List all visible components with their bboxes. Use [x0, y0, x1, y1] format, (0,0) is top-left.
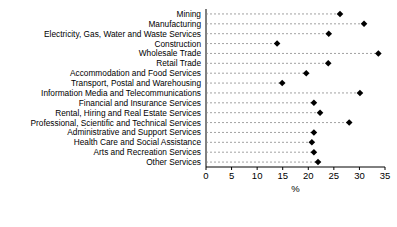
leader-line: [206, 92, 360, 93]
leader-line: [206, 63, 328, 64]
x-tick-label: 10: [252, 170, 263, 181]
x-tick-label: 0: [203, 170, 208, 181]
category-label: Health Care and Social Assistance: [74, 137, 202, 147]
leader-line: [206, 142, 312, 143]
category-label: Rental, Hiring and Real Estate Services: [55, 108, 201, 118]
category-label: Transport, Postal and Warehousing: [71, 78, 201, 88]
category-label: Arts and Recreation Services: [94, 147, 201, 157]
leader-line: [206, 152, 314, 153]
leader-line: [206, 132, 314, 133]
marker: [325, 60, 332, 67]
x-tick-label: 35: [380, 170, 391, 181]
x-tick-label: 25: [329, 170, 340, 181]
category-label: Construction: [154, 39, 201, 49]
x-axis: [206, 167, 385, 168]
category-label: Administrative and Support Services: [67, 127, 201, 137]
marker: [303, 70, 310, 77]
leader-line: [206, 73, 306, 74]
marker: [375, 50, 382, 57]
category-label: Manufacturing: [148, 19, 201, 29]
marks: [206, 11, 382, 166]
leader-line: [206, 122, 349, 123]
marker: [309, 139, 316, 146]
marker: [325, 30, 332, 37]
marker: [346, 119, 353, 126]
marker: [317, 109, 324, 116]
marker: [274, 40, 281, 47]
category-label: Information Media and Telecommunications: [41, 88, 201, 98]
leader-line: [206, 102, 314, 103]
leader-line: [206, 112, 320, 113]
chart: MiningManufacturingElectricity, Gas, Wat…: [0, 0, 397, 227]
category-label: Mining: [177, 9, 202, 19]
category-label: Other Services: [146, 157, 201, 167]
marker: [279, 80, 286, 87]
category-label: Wholesale Trade: [139, 48, 202, 58]
chart-svg: MiningManufacturingElectricity, Gas, Wat…: [0, 0, 397, 227]
x-tick-label: 20: [303, 170, 314, 181]
x-axis-label: %: [291, 183, 300, 194]
leader-line: [206, 53, 378, 54]
marker: [315, 159, 322, 166]
marker: [337, 11, 344, 18]
category-label: Financial and Insurance Services: [79, 98, 201, 108]
leader-line: [206, 83, 282, 84]
category-label: Electricity, Gas, Water and Waste Servic…: [44, 29, 201, 39]
x-tick-label: 30: [354, 170, 365, 181]
marker: [361, 21, 368, 28]
y-axis: [206, 9, 207, 167]
category-label: Retail Trade: [156, 58, 201, 68]
leader-line: [206, 13, 340, 14]
category-label: Accommodation and Food Services: [70, 68, 201, 78]
leader-line: [206, 23, 364, 24]
marker: [311, 149, 318, 156]
category-label: Professional, Scientific and Technical S…: [31, 118, 201, 128]
marker: [311, 100, 318, 107]
marker: [357, 90, 364, 97]
marker: [311, 129, 318, 136]
leader-line: [206, 162, 318, 163]
leader-line: [206, 43, 277, 44]
leader-line: [206, 33, 329, 34]
x-tick-label: 5: [229, 170, 234, 181]
x-tick-label: 15: [277, 170, 288, 181]
